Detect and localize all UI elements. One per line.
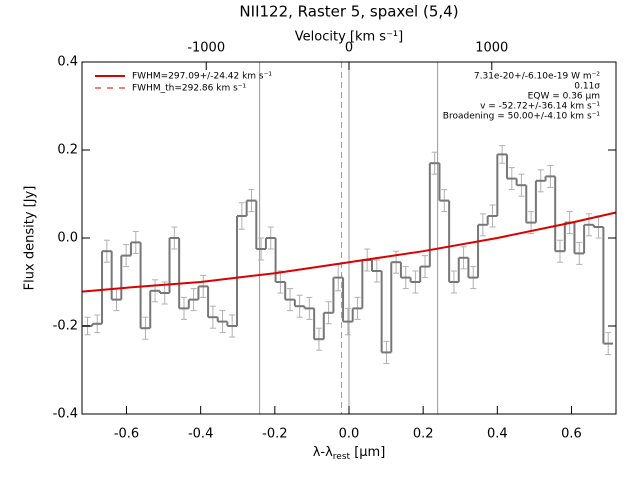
- annotation: Broadening = 50.00+/-4.10 km s⁻¹: [443, 112, 601, 122]
- annotation: 0.11σ: [574, 82, 600, 92]
- annotation: EQW = 0.36 μm: [528, 92, 600, 102]
- chart-title: NII122, Raster 5, spaxel (5,4): [239, 3, 458, 21]
- x-tick-label: -0.4: [188, 427, 213, 442]
- legend-label: FWHM=297.09+/-24.42 km s⁻¹: [132, 72, 272, 82]
- fit-line: [81, 211, 617, 293]
- x-tick-label: 0.4: [487, 427, 508, 442]
- x-axis-label: λ-λrest [μm]: [313, 445, 386, 462]
- x2-tick-label: 0: [345, 41, 353, 56]
- x-label-main: λ-λ: [313, 445, 333, 460]
- y-tick-label: 0.4: [57, 55, 78, 70]
- x-tick-label: 0.0: [339, 427, 360, 442]
- y-tick-label: 0.0: [57, 231, 78, 246]
- annotation: v = -52.72+/-36.14 km s⁻¹: [480, 102, 600, 112]
- x2-axis-label: Velocity [km s⁻¹]: [295, 30, 403, 45]
- x2-tick-label: 1000: [475, 41, 508, 56]
- x-label-sub: rest: [333, 452, 351, 462]
- y-tick-label: 0.2: [57, 143, 78, 158]
- x-label-unit: [μm]: [350, 445, 385, 460]
- legend-label: FWHM_th=292.86 km s⁻¹: [132, 84, 247, 94]
- x-tick-label: -0.6: [114, 427, 139, 442]
- y-tick-label: -0.4: [53, 407, 78, 422]
- x2-tick-label: -1000: [187, 41, 225, 56]
- x-tick-label: -0.2: [262, 427, 287, 442]
- x-tick-label: 0.6: [561, 427, 582, 442]
- annotation: 7.31e-20+/-6.10e-19 W m⁻²: [474, 72, 601, 82]
- x-tick-label: 0.2: [413, 427, 434, 442]
- y-axis-label: Flux density [Jy]: [23, 186, 38, 291]
- y-tick-label: -0.2: [53, 319, 78, 334]
